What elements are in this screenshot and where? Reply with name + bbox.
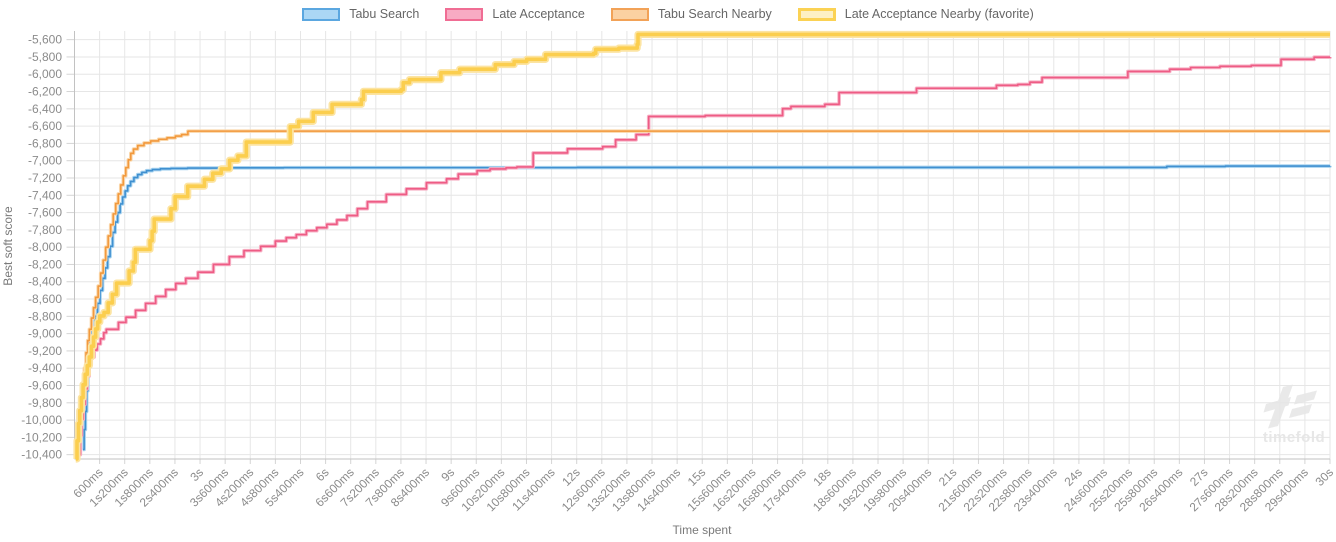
series-line-late-acceptance-nearby: [75, 32, 1330, 461]
series-line-tabu-search: [82, 165, 1331, 451]
x-axis-title: Time spent: [672, 523, 732, 537]
y-tick-label: -8,600: [28, 292, 62, 306]
y-tick-label: -7,200: [28, 171, 62, 185]
y-tick-label: -8,200: [28, 257, 62, 271]
y-tick-label: -6,600: [28, 119, 62, 133]
y-tick-label: -9,600: [28, 379, 62, 393]
y-tick-label: -8,400: [28, 275, 62, 289]
series-line-late-acceptance: [79, 56, 1331, 456]
x-tick-label: 6s: [313, 465, 332, 484]
y-tick-label: -6,400: [28, 102, 62, 116]
y-tick-label: -9,200: [28, 344, 62, 358]
legend-item-late-acceptance-nearby[interactable]: Late Acceptance Nearby (favorite): [797, 7, 1034, 21]
legend-swatch-late-acceptance-nearby: [797, 7, 836, 21]
legend-item-tabu-search[interactable]: Tabu Search: [302, 7, 419, 21]
y-tick-label: -8,800: [28, 309, 62, 323]
legend-swatch-tabu-search: [302, 7, 341, 21]
y-tick-label: -8,000: [28, 240, 62, 254]
y-tick-label: -5,800: [28, 50, 62, 64]
series-halo-tabu-search-nearby: [76, 129, 1330, 455]
y-tick-label: -7,400: [28, 188, 62, 202]
y-tick-label: -9,800: [28, 396, 62, 410]
y-tick-label: -6,800: [28, 136, 62, 150]
legend-item-tabu-search-nearby[interactable]: Tabu Search Nearby: [610, 7, 772, 21]
y-tick-label: -9,000: [28, 327, 62, 341]
y-tick-label: -10,000: [21, 413, 62, 427]
legend-label: Late Acceptance Nearby (favorite): [844, 7, 1034, 21]
x-tick-label: 3s: [187, 465, 206, 484]
y-tick-label: -10,200: [21, 430, 62, 444]
legend-item-late-acceptance[interactable]: Late Acceptance: [445, 7, 585, 21]
chart-legend: Tabu Search Late Acceptance Tabu Search Ne…: [0, 7, 1336, 21]
y-tick-label: -5,600: [28, 33, 62, 47]
legend-label: Late Acceptance: [492, 7, 585, 21]
legend-swatch-late-acceptance: [445, 7, 484, 21]
y-tick-label: -7,600: [28, 206, 62, 220]
legend-swatch-tabu-search-nearby: [610, 7, 649, 21]
y-tick-label: -6,200: [28, 85, 62, 99]
y-axis-title: Best soft score: [1, 206, 15, 286]
y-tick-label: -6,000: [28, 67, 62, 81]
timefold-logo-icon: [1263, 384, 1317, 429]
series-line-tabu-search-nearby: [77, 130, 1330, 454]
legend-label: Tabu Search Nearby: [657, 7, 772, 21]
x-tick-label: 9s: [438, 465, 457, 484]
y-tick-label: -7,000: [28, 154, 62, 168]
x-tick-label: 30s: [1313, 465, 1336, 489]
legend-label: Tabu Search: [349, 7, 420, 21]
y-tick-label: -10,400: [21, 448, 62, 462]
y-tick-label: -9,400: [28, 361, 62, 375]
y-tick-label: -7,800: [28, 223, 62, 237]
series-halo-tabu-search: [82, 164, 1332, 452]
